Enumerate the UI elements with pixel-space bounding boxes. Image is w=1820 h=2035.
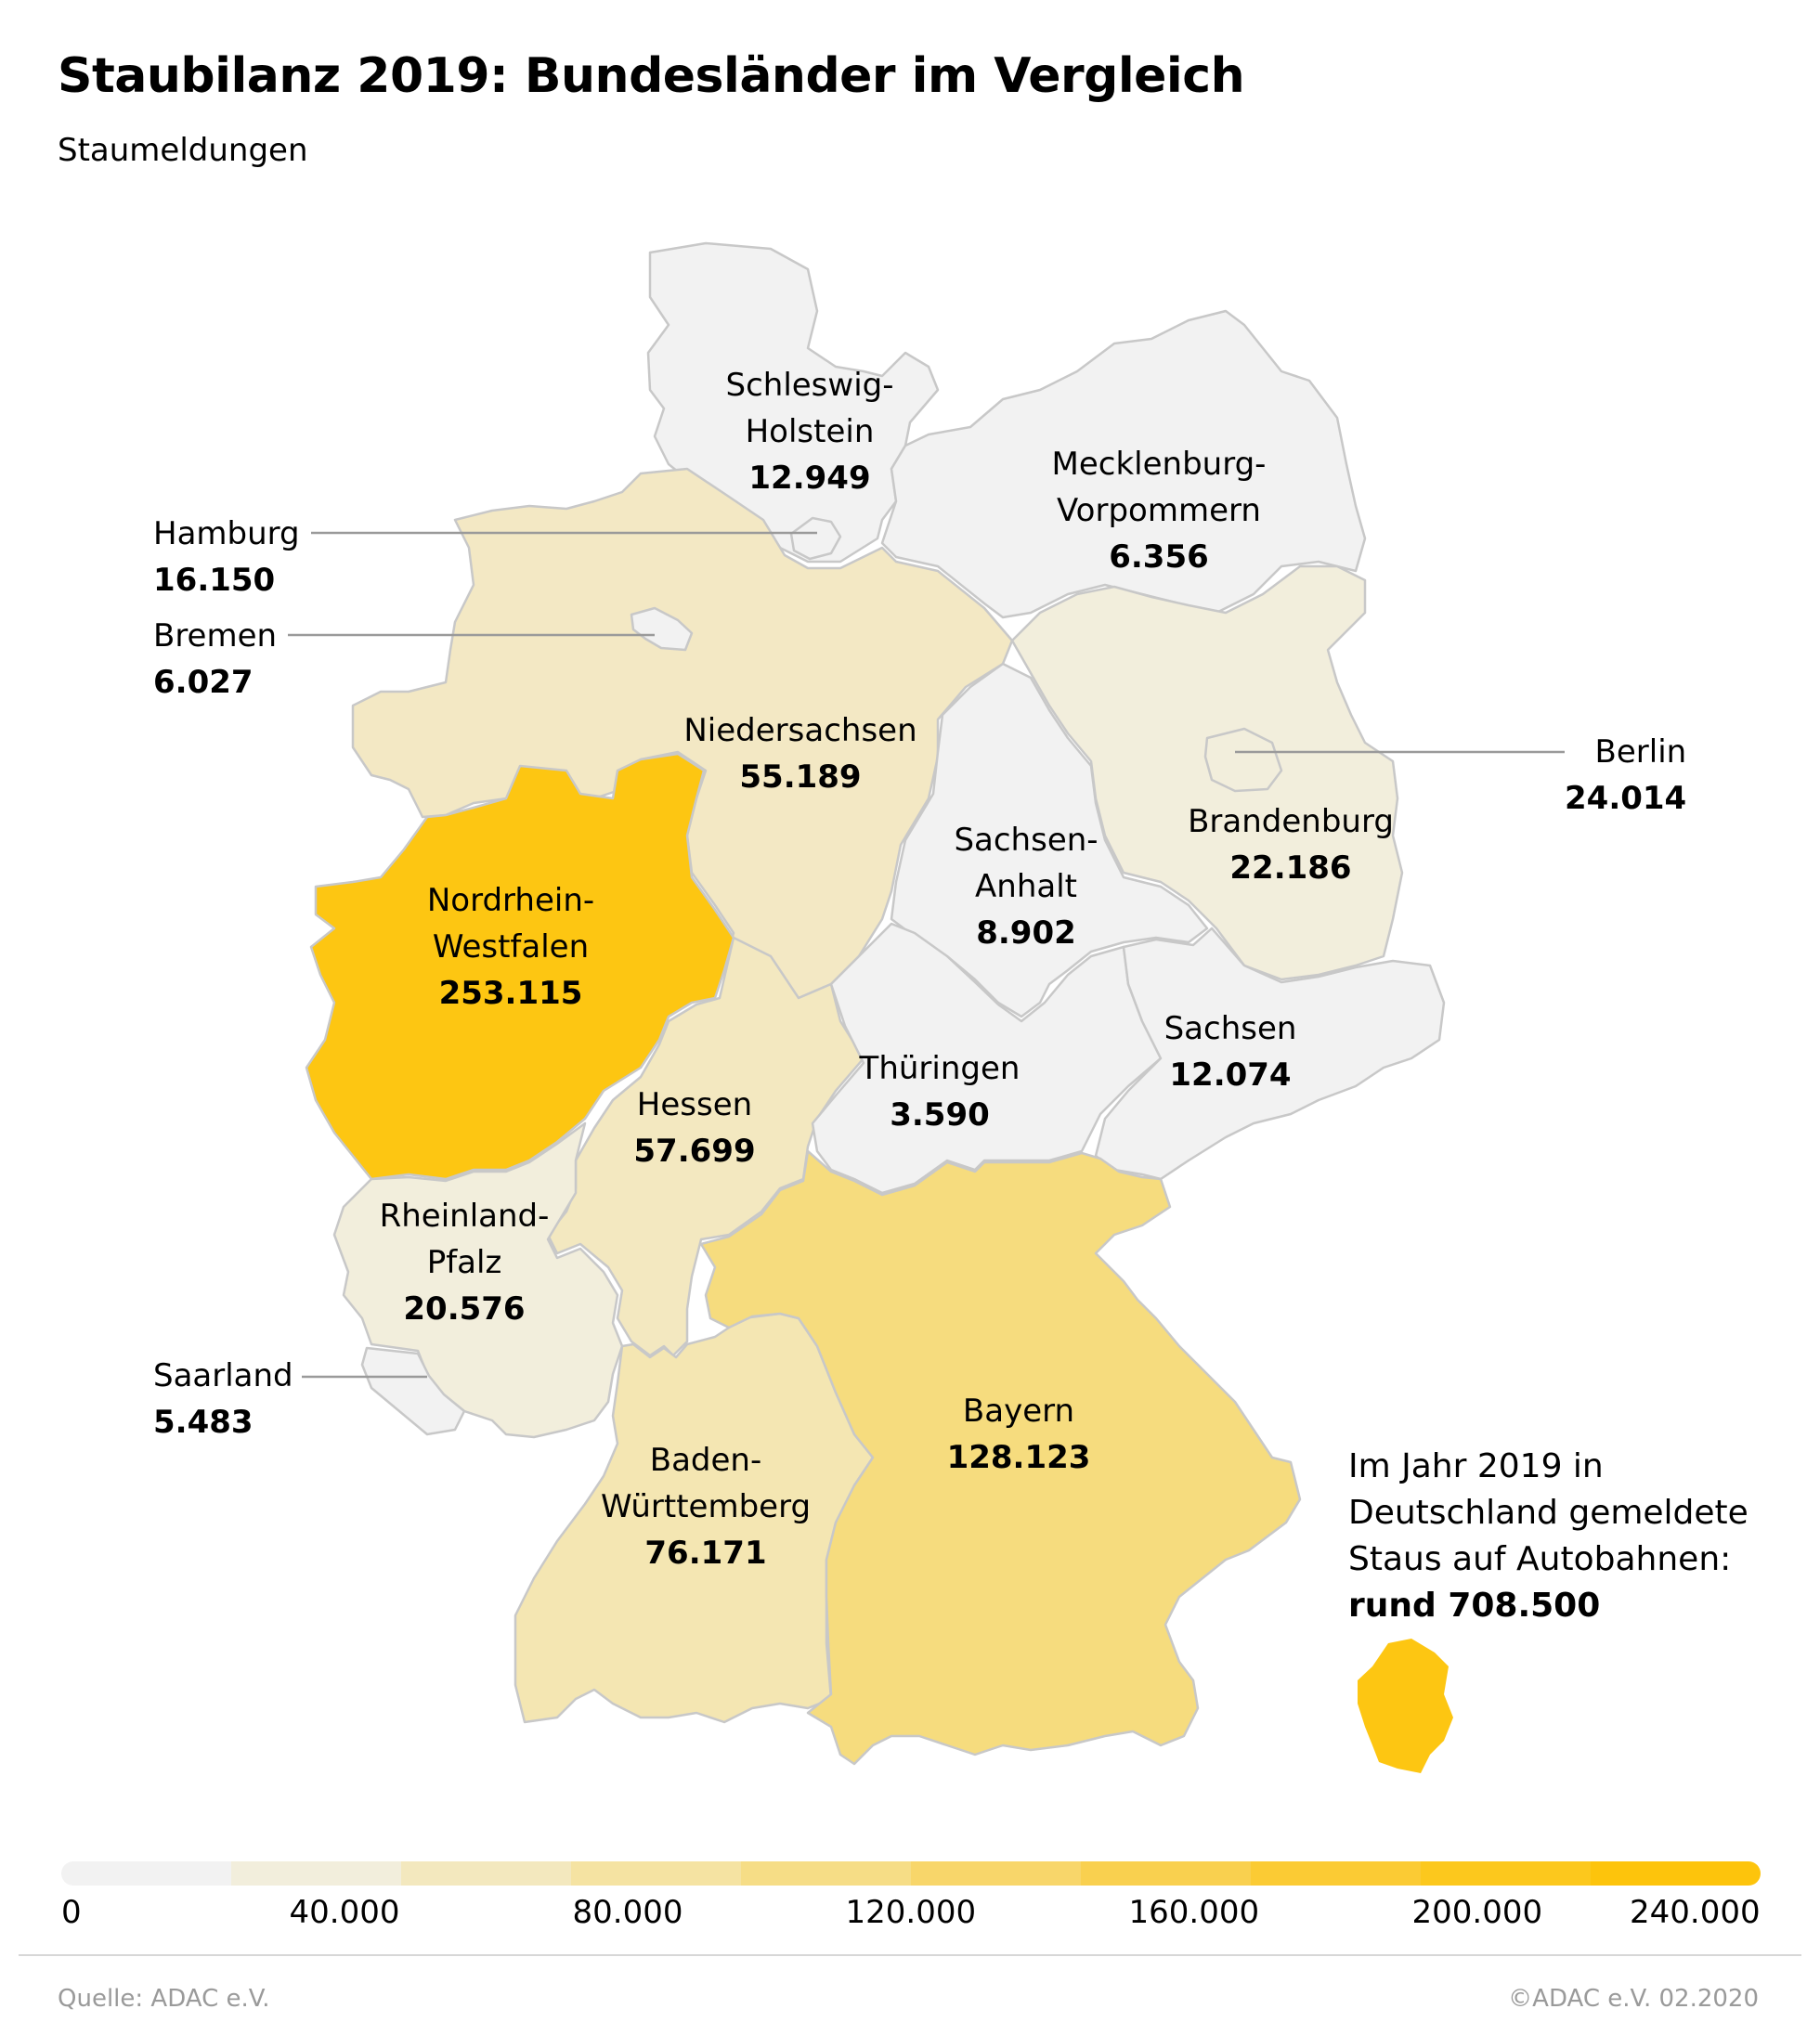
label-mecklenburg-vorpommern: Mecklenburg- Vorpommern 6.356: [1052, 441, 1267, 580]
legend-swatch: [1421, 1861, 1591, 1886]
legend-swatch: [61, 1861, 231, 1886]
label-sachsen-anhalt: Sachsen- Anhalt 8.902: [954, 817, 1098, 956]
legend-tick-label: 200.000: [1411, 1894, 1543, 1931]
region-value: 22.186: [1229, 849, 1352, 887]
label-sachsen: Sachsen 12.074: [1164, 1005, 1297, 1098]
region-value: 12.949: [748, 460, 871, 497]
legend-swatch: [1081, 1861, 1251, 1886]
label-niedersachsen: Niedersachsen 55.189: [683, 707, 916, 800]
region-value: 20.576: [403, 1290, 526, 1328]
region-name: Hamburg: [153, 515, 300, 552]
region-name: Saarland: [153, 1357, 293, 1394]
region-value: 76.171: [644, 1535, 767, 1572]
label-berlin: Berlin 24.014: [1565, 729, 1686, 822]
region-name: Sachsen- Anhalt: [954, 822, 1098, 905]
region-name: Baden- Württemberg: [600, 1442, 812, 1525]
label-schleswig-holstein: Schleswig- Holstein 12.949: [725, 362, 893, 501]
total-value: rund 708.500: [1348, 1587, 1601, 1625]
legend-swatch: [401, 1861, 571, 1886]
region-value: 24.014: [1565, 780, 1687, 817]
legend-tick-label: 40.000: [289, 1894, 400, 1931]
region-value: 6.027: [153, 664, 254, 701]
region-name: Bremen: [153, 617, 278, 655]
legend-swatch: [911, 1861, 1081, 1886]
label-saarland: Saarland 5.483: [153, 1353, 293, 1445]
label-nordrhein-westfalen: Nordrhein- Westfalen 253.115: [427, 877, 594, 1017]
footer-divider: [19, 1954, 1801, 1956]
region-hessen[interactable]: [546, 936, 865, 1357]
footer-copyright: ©ADAC e.V. 02.2020: [1508, 1985, 1759, 2013]
region-value: 16.150: [153, 562, 276, 599]
region-value: 253.115: [438, 975, 583, 1012]
region-value: 6.356: [1109, 538, 1209, 576]
germany-mini-icon: [1358, 1639, 1453, 1773]
region-name: Sachsen: [1164, 1010, 1297, 1047]
region-rheinland-pfalz[interactable]: [332, 1121, 624, 1439]
region-mecklenburg-vorpommern[interactable]: [880, 309, 1367, 619]
region-value: 128.123: [946, 1439, 1091, 1476]
label-hamburg: Hamburg 16.150: [153, 511, 300, 603]
region-sachsen-anhalt[interactable]: [890, 662, 1209, 1018]
legend-color-scale: [61, 1861, 1761, 1886]
region-name: Thüringen: [859, 1050, 1020, 1087]
region-value: 12.074: [1169, 1056, 1292, 1094]
legend-swatch: [1251, 1861, 1421, 1886]
total-summary: Im Jahr 2019 in Deutschland gemeldete St…: [1348, 1444, 1748, 1629]
legend-swatch: [231, 1861, 401, 1886]
region-berlin[interactable]: [1203, 727, 1283, 793]
region-bremen[interactable]: [630, 606, 694, 652]
region-name: Hessen: [636, 1086, 753, 1123]
label-thueringen: Thüringen 3.590: [860, 1045, 1020, 1138]
page-subtitle: Staumeldungen: [58, 132, 308, 169]
label-bremen: Bremen 6.027: [153, 613, 277, 706]
label-brandenburg: Brandenburg 22.186: [1188, 798, 1394, 891]
region-value: 55.189: [739, 758, 862, 796]
region-hamburg[interactable]: [789, 516, 842, 561]
region-name: Schleswig- Holstein: [725, 367, 894, 450]
region-name: Berlin: [1594, 733, 1687, 771]
total-text: Im Jahr 2019 in Deutschland gemeldete St…: [1348, 1447, 1748, 1578]
page-title: Staubilanz 2019: Bundesländer im Verglei…: [58, 48, 1245, 104]
region-name: Niedersachsen: [683, 712, 917, 749]
legend-swatch: [1591, 1861, 1761, 1886]
region-schleswig-holstein[interactable]: [646, 241, 940, 564]
footer-source: Quelle: ADAC e.V.: [58, 1985, 270, 2013]
label-hessen: Hessen 57.699: [633, 1082, 755, 1174]
region-value: 8.902: [976, 914, 1076, 952]
legend-tick-label: 240.000: [1630, 1894, 1761, 1931]
region-nordrhein-westfalen[interactable]: [305, 752, 735, 1181]
legend-swatch: [741, 1861, 911, 1886]
region-name: Brandenburg: [1188, 803, 1394, 840]
region-name: Nordrhein- Westfalen: [426, 882, 595, 966]
region-value: 5.483: [153, 1404, 254, 1441]
region-name: Bayern: [962, 1393, 1075, 1430]
leader-lines: [288, 531, 1565, 1379]
legend-swatch: [571, 1861, 741, 1886]
legend-tick-label: 0: [61, 1894, 82, 1931]
region-name: Mecklenburg- Vorpommern: [1051, 446, 1267, 529]
region-sachsen[interactable]: [1094, 927, 1446, 1181]
label-rheinland-pfalz: Rheinland- Pfalz 20.576: [380, 1193, 550, 1332]
legend-tick-label: 160.000: [1128, 1894, 1260, 1931]
region-thueringen[interactable]: [811, 922, 1163, 1195]
region-saarland[interactable]: [360, 1346, 466, 1436]
region-value: 3.590: [890, 1096, 990, 1134]
region-value: 57.699: [633, 1133, 756, 1170]
region-name: Rheinland- Pfalz: [379, 1198, 550, 1281]
region-bayern[interactable]: [699, 1149, 1302, 1766]
legend-tick-label: 120.000: [845, 1894, 977, 1931]
legend-tick-label: 80.000: [572, 1894, 683, 1931]
germany-map: [288, 241, 1565, 1773]
label-bayern: Bayern 128.123: [947, 1388, 1091, 1481]
label-baden-wuerttemberg: Baden- Württemberg 76.171: [601, 1437, 811, 1576]
